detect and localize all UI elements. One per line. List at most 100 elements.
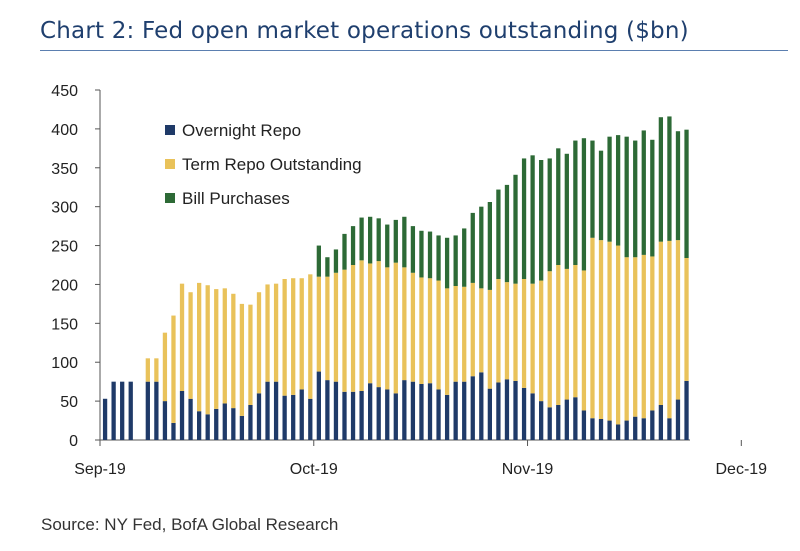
title-rule [40,50,788,51]
bar-term-repo-outstanding [556,265,561,405]
legend-label-bill-purchases: Bill Purchases [182,189,290,208]
bar-overnight-repo [214,408,219,440]
bar-term-repo-outstanding [521,279,527,388]
bar-overnight-repo [120,381,125,440]
bars-layer [102,116,689,440]
legend: Overnight Repo Term Repo Outstanding Bil… [165,121,362,208]
bar-bill-purchases [658,117,664,242]
y-tick-label: 450 [51,83,78,100]
bar-overnight-repo [385,389,390,440]
bar-overnight-repo [581,410,587,440]
bar-term-repo-outstanding [590,237,595,419]
bar-overnight-repo [197,411,202,440]
bar-overnight-repo [556,405,561,440]
bar-term-repo-outstanding [214,289,219,409]
bar-term-repo-outstanding [248,304,253,405]
bar-overnight-repo [496,382,501,440]
bar-bill-purchases [444,237,450,289]
bar-bill-purchases [598,150,604,241]
bar-overnight-repo [607,420,612,440]
bar-bill-purchases [530,155,535,284]
bar-term-repo-outstanding [564,268,569,400]
y-tick-label: 50 [60,394,78,411]
bar-term-repo-outstanding [539,280,544,402]
bar-term-repo-outstanding [171,315,176,423]
bar-term-repo-outstanding [573,265,578,398]
bar-overnight-repo [179,391,185,440]
bar-bill-purchases [462,228,467,287]
legend-label-overnight-repo: Overnight Repo [182,121,301,140]
bar-overnight-repo [291,394,296,440]
bar-term-repo-outstanding [282,279,287,396]
x-tick-label: Nov-19 [502,461,554,478]
bar-term-repo-outstanding [607,241,612,421]
bar-bill-purchases [453,235,458,286]
bar-bill-purchases [436,235,441,281]
bar-term-repo-outstanding [633,257,638,417]
bar-overnight-repo [624,420,629,440]
bar-term-repo-outstanding [675,240,681,400]
bar-overnight-repo [350,391,356,440]
bar-overnight-repo [444,394,450,440]
bar-bill-purchases [667,116,672,241]
y-tick-label: 150 [51,316,78,333]
bar-overnight-repo [410,381,416,440]
bar-overnight-repo [102,398,108,440]
bar-term-repo-outstanding [273,283,279,382]
bar-overnight-repo [633,416,638,440]
legend-swatch-overnight-repo [165,125,175,135]
y-tick-label: 250 [51,239,78,256]
bar-term-repo-outstanding [419,277,424,384]
bar-term-repo-outstanding [222,288,227,404]
bar-term-repo-outstanding [333,272,339,382]
bar-overnight-repo [504,379,510,440]
bar-term-repo-outstanding [231,293,236,409]
bar-term-repo-outstanding [530,283,535,394]
bar-term-repo-outstanding [667,240,672,419]
bar-overnight-repo [111,381,116,440]
bar-overnight-repo [171,422,176,440]
bar-overnight-repo [684,380,689,440]
bar-bill-purchases [410,226,416,273]
x-tick-label: Dec-19 [716,461,768,478]
bar-term-repo-outstanding [410,272,416,382]
bar-bill-purchases [581,138,587,271]
bar-term-repo-outstanding [444,288,450,395]
bar-overnight-repo [154,381,159,440]
bar-term-repo-outstanding [342,269,347,392]
y-tick-label: 0 [69,433,78,450]
bar-bill-purchases [624,136,629,258]
bar-overnight-repo [470,376,475,440]
bar-bill-purchases [470,212,475,283]
bar-term-repo-outstanding [376,261,381,388]
bar-overnight-repo [479,372,484,440]
bar-term-repo-outstanding [504,282,510,380]
bar-term-repo-outstanding [436,280,441,390]
bar-overnight-repo [650,410,655,440]
bar-term-repo-outstanding [188,292,193,399]
bar-bill-purchases [650,139,655,257]
bar-overnight-repo [128,381,133,440]
bar-overnight-repo [539,401,544,440]
bar-bill-purchases [547,158,552,272]
bar-bill-purchases [684,129,689,258]
legend-swatch-term-repo [165,159,175,169]
bar-term-repo-outstanding [496,279,501,383]
bar-overnight-repo [256,393,262,440]
bar-overnight-repo [402,380,407,440]
bar-overnight-repo [590,418,595,440]
bar-overnight-repo [231,408,236,440]
bar-overnight-repo [462,381,467,440]
bar-term-repo-outstanding [402,267,407,381]
bar-overnight-repo [205,414,210,440]
bar-overnight-repo [393,393,398,440]
x-tick-label: Oct-19 [290,461,338,478]
bar-term-repo-outstanding [658,241,664,405]
bar-term-repo-outstanding [453,286,458,382]
bar-overnight-repo [359,391,364,440]
bar-overnight-repo [573,397,578,440]
bar-term-repo-outstanding [479,288,484,373]
bar-overnight-repo [487,388,492,440]
bar-term-repo-outstanding [316,276,321,372]
